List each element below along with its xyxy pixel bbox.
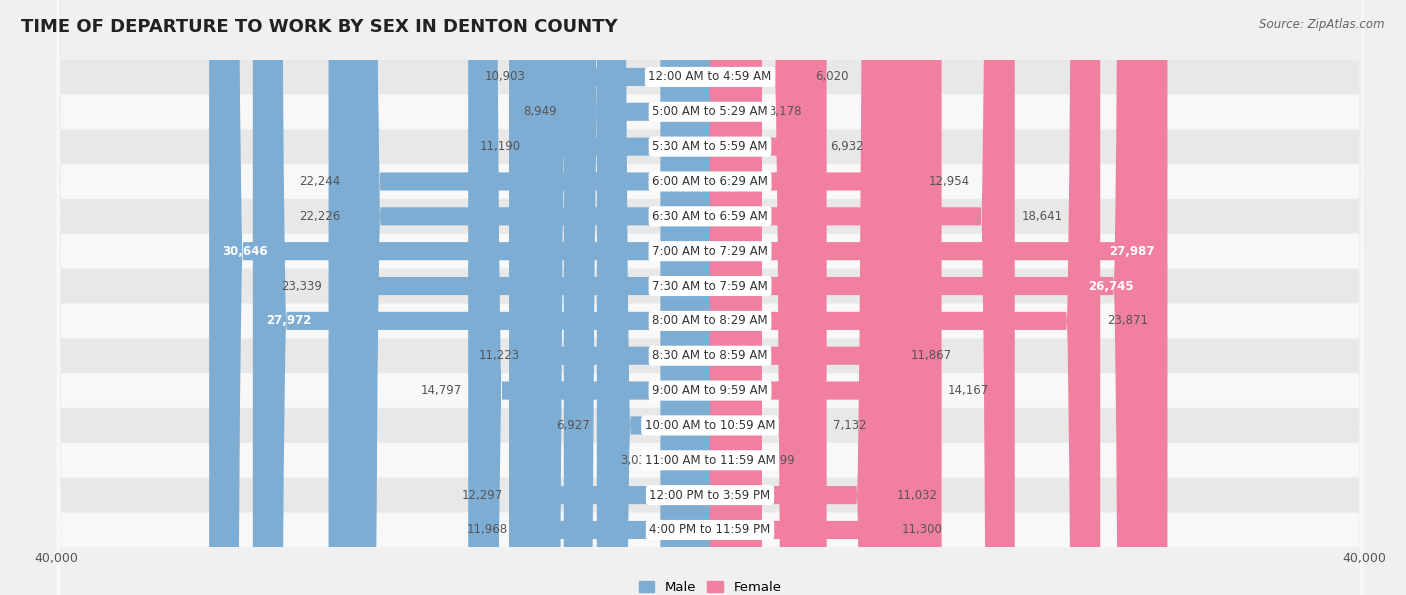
FancyBboxPatch shape: [710, 0, 827, 595]
Text: 23,871: 23,871: [1107, 314, 1147, 327]
FancyBboxPatch shape: [710, 0, 942, 595]
Text: 11,190: 11,190: [479, 140, 520, 153]
Text: 4:00 PM to 11:59 PM: 4:00 PM to 11:59 PM: [650, 524, 770, 537]
FancyBboxPatch shape: [56, 0, 1364, 595]
Text: 11,032: 11,032: [897, 488, 938, 502]
Text: 12,297: 12,297: [461, 488, 502, 502]
Text: 6,932: 6,932: [830, 140, 863, 153]
FancyBboxPatch shape: [56, 0, 1364, 595]
Text: 11:00 AM to 11:59 AM: 11:00 AM to 11:59 AM: [645, 454, 775, 466]
Text: 6,927: 6,927: [557, 419, 591, 432]
FancyBboxPatch shape: [710, 0, 922, 595]
Text: 22,226: 22,226: [299, 210, 340, 223]
FancyBboxPatch shape: [509, 0, 710, 595]
Text: 7:00 AM to 7:29 AM: 7:00 AM to 7:29 AM: [652, 245, 768, 258]
Text: 6:30 AM to 6:59 AM: 6:30 AM to 6:59 AM: [652, 210, 768, 223]
FancyBboxPatch shape: [468, 0, 710, 595]
FancyBboxPatch shape: [253, 0, 710, 595]
FancyBboxPatch shape: [564, 0, 710, 595]
Text: 8,949: 8,949: [523, 105, 557, 118]
FancyBboxPatch shape: [710, 0, 890, 595]
Text: 5:30 AM to 5:59 AM: 5:30 AM to 5:59 AM: [652, 140, 768, 153]
Text: 14,167: 14,167: [948, 384, 990, 397]
Text: 11,300: 11,300: [901, 524, 942, 537]
FancyBboxPatch shape: [710, 0, 762, 595]
FancyBboxPatch shape: [56, 0, 1364, 595]
FancyBboxPatch shape: [710, 0, 1167, 595]
FancyBboxPatch shape: [710, 0, 894, 595]
FancyBboxPatch shape: [531, 0, 710, 595]
Text: 8:30 AM to 8:59 AM: 8:30 AM to 8:59 AM: [652, 349, 768, 362]
Text: 12:00 PM to 3:59 PM: 12:00 PM to 3:59 PM: [650, 488, 770, 502]
FancyBboxPatch shape: [710, 0, 1015, 595]
FancyBboxPatch shape: [56, 0, 1364, 595]
FancyBboxPatch shape: [346, 0, 710, 595]
FancyBboxPatch shape: [56, 0, 1364, 595]
Text: 3,178: 3,178: [769, 105, 801, 118]
FancyBboxPatch shape: [56, 0, 1364, 595]
Text: 30,646: 30,646: [222, 245, 267, 258]
FancyBboxPatch shape: [515, 0, 710, 595]
Text: 27,987: 27,987: [1109, 245, 1154, 258]
Text: 27,972: 27,972: [266, 314, 311, 327]
Text: 7:30 AM to 7:59 AM: 7:30 AM to 7:59 AM: [652, 280, 768, 293]
FancyBboxPatch shape: [56, 0, 1364, 595]
Text: 6,020: 6,020: [815, 70, 848, 83]
Text: 11,968: 11,968: [467, 524, 508, 537]
Text: 12,954: 12,954: [928, 175, 969, 188]
Text: TIME OF DEPARTURE TO WORK BY SEX IN DENTON COUNTY: TIME OF DEPARTURE TO WORK BY SEX IN DENT…: [21, 18, 617, 36]
FancyBboxPatch shape: [56, 0, 1364, 595]
FancyBboxPatch shape: [56, 0, 1364, 595]
FancyBboxPatch shape: [710, 0, 904, 595]
Text: 18,641: 18,641: [1021, 210, 1063, 223]
FancyBboxPatch shape: [527, 0, 710, 595]
FancyBboxPatch shape: [56, 0, 1364, 595]
Text: 6:00 AM to 6:29 AM: 6:00 AM to 6:29 AM: [652, 175, 768, 188]
Text: 8:00 AM to 8:29 AM: 8:00 AM to 8:29 AM: [652, 314, 768, 327]
FancyBboxPatch shape: [329, 0, 710, 595]
FancyBboxPatch shape: [661, 0, 710, 595]
FancyBboxPatch shape: [209, 0, 710, 595]
Text: 5:00 AM to 5:29 AM: 5:00 AM to 5:29 AM: [652, 105, 768, 118]
Text: 22,244: 22,244: [298, 175, 340, 188]
Text: 9:00 AM to 9:59 AM: 9:00 AM to 9:59 AM: [652, 384, 768, 397]
Text: 3,038: 3,038: [620, 454, 654, 466]
FancyBboxPatch shape: [710, 0, 824, 595]
Text: 14,797: 14,797: [420, 384, 461, 397]
FancyBboxPatch shape: [710, 0, 754, 595]
FancyBboxPatch shape: [56, 0, 1364, 595]
Text: Source: ZipAtlas.com: Source: ZipAtlas.com: [1260, 18, 1385, 31]
FancyBboxPatch shape: [56, 0, 1364, 595]
Text: 23,339: 23,339: [281, 280, 322, 293]
Text: 12:00 AM to 4:59 AM: 12:00 AM to 4:59 AM: [648, 70, 772, 83]
FancyBboxPatch shape: [56, 0, 1364, 595]
FancyBboxPatch shape: [56, 0, 1364, 595]
FancyBboxPatch shape: [710, 0, 1147, 595]
Text: 10,903: 10,903: [485, 70, 526, 83]
Text: 11,867: 11,867: [911, 349, 952, 362]
FancyBboxPatch shape: [347, 0, 710, 595]
FancyBboxPatch shape: [596, 0, 710, 595]
FancyBboxPatch shape: [710, 0, 808, 595]
Text: 11,223: 11,223: [479, 349, 520, 362]
FancyBboxPatch shape: [710, 0, 1101, 595]
Text: 7,132: 7,132: [834, 419, 866, 432]
Legend: Male, Female: Male, Female: [633, 576, 787, 595]
Text: 26,745: 26,745: [1088, 280, 1135, 293]
Text: 2,699: 2,699: [761, 454, 794, 466]
FancyBboxPatch shape: [527, 0, 710, 595]
Text: 10:00 AM to 10:59 AM: 10:00 AM to 10:59 AM: [645, 419, 775, 432]
